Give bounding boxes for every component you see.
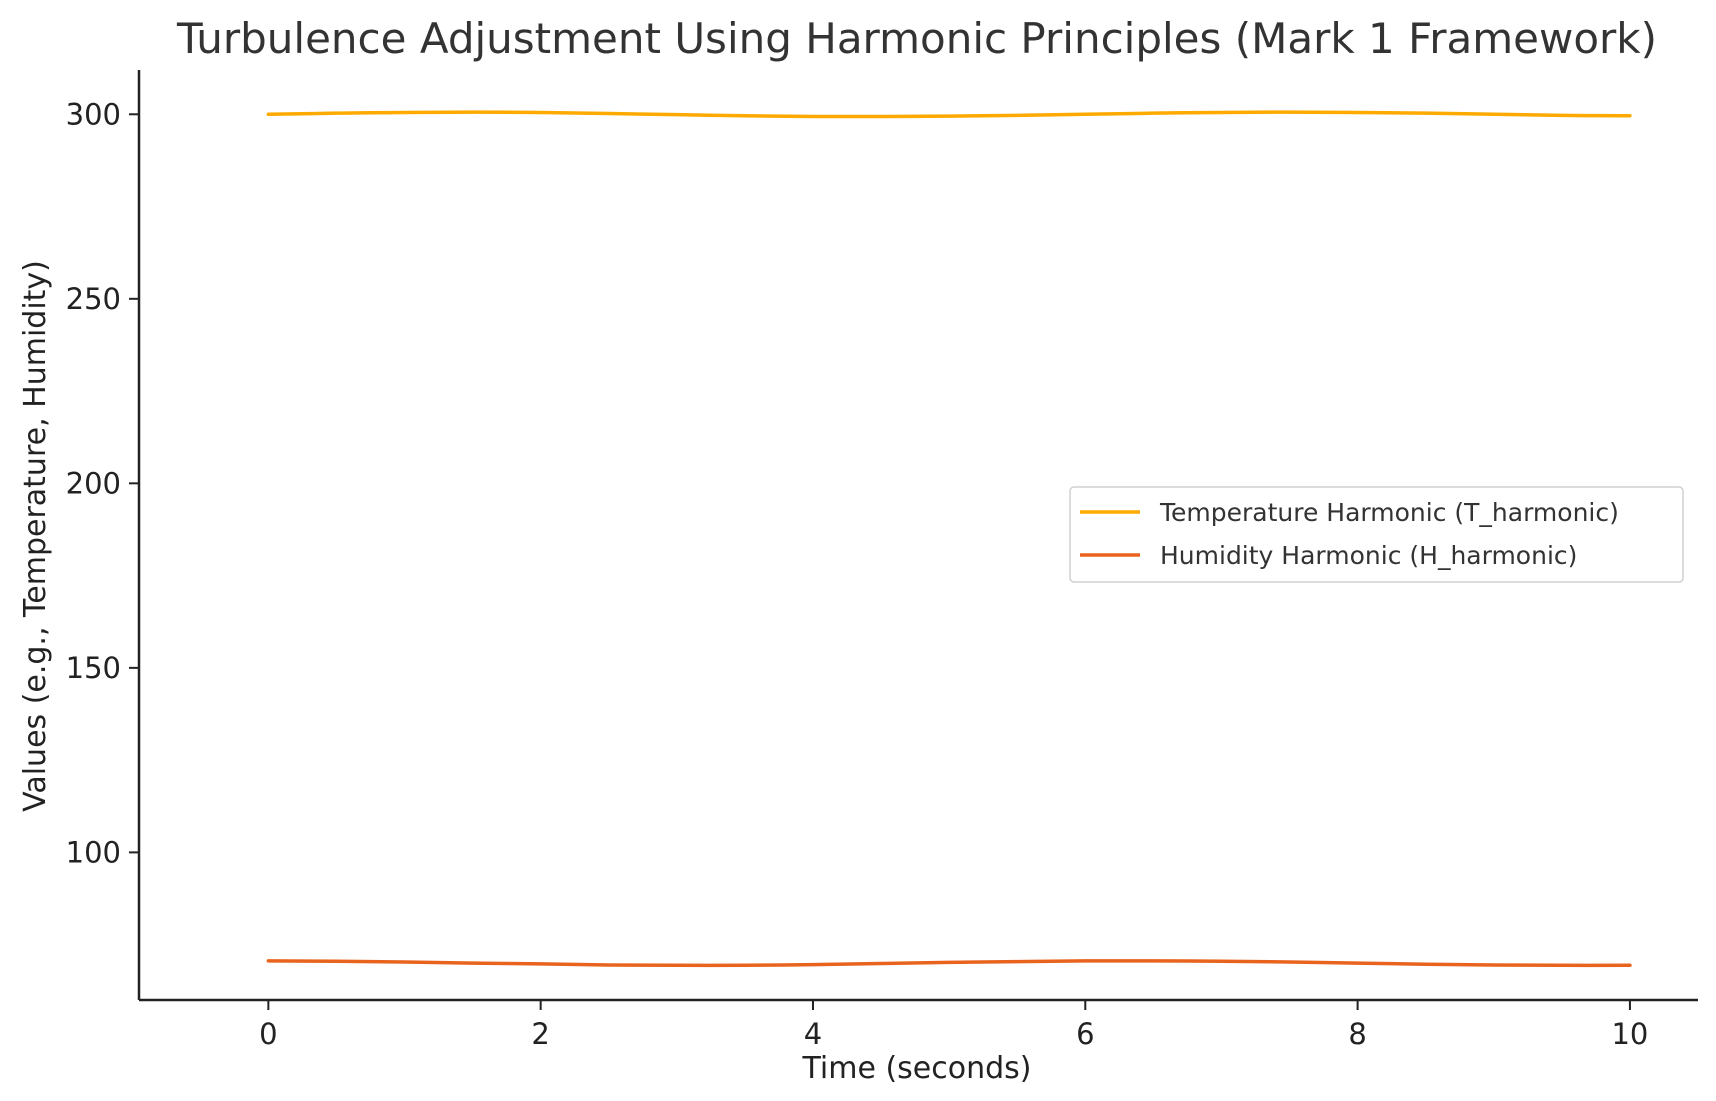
y-axis-ticks: 100 150 200 250 300 — [66, 97, 139, 869]
chart-title: Turbulence Adjustment Using Harmonic Pri… — [176, 14, 1657, 63]
y-tick-label: 150 — [66, 651, 121, 685]
x-axis-title: Time (seconds) — [802, 1051, 1032, 1086]
legend: Temperature Harmonic (T_harmonic) Humidit… — [1069, 486, 1684, 583]
series-line-temperature — [266, 110, 1632, 119]
legend-label: Humidity Harmonic (H_harmonic) — [1160, 541, 1577, 570]
y-tick-label: 100 — [66, 835, 121, 869]
x-tick-label: 0 — [259, 1017, 277, 1051]
series-line-humidity — [266, 959, 1632, 968]
plot-area — [266, 110, 1632, 968]
legend-label: Temperature Harmonic (T_harmonic) — [1159, 498, 1619, 527]
y-axis-title: Values (e.g., Temperature, Humidity) — [18, 260, 53, 812]
x-tick-label: 10 — [1611, 1017, 1648, 1051]
legend-box — [1069, 486, 1684, 583]
y-tick-label: 300 — [66, 97, 121, 131]
x-tick-label: 6 — [1076, 1017, 1094, 1051]
x-tick-label: 8 — [1348, 1017, 1366, 1051]
y-tick-label: 200 — [66, 466, 121, 500]
x-tick-label: 2 — [531, 1017, 549, 1051]
y-tick-label: 250 — [66, 282, 121, 316]
x-axis-ticks: 0 2 4 6 8 10 — [259, 1000, 1648, 1051]
x-tick-label: 4 — [804, 1017, 822, 1051]
